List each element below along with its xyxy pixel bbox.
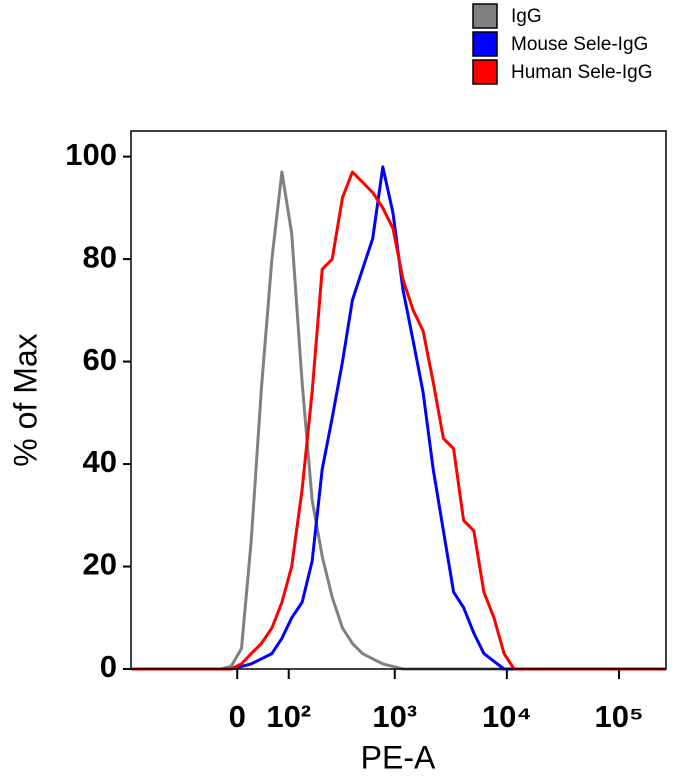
legend-label: IgG: [511, 6, 542, 27]
y-tick-label: 0: [100, 649, 117, 684]
x-tick-label: 10³: [372, 699, 417, 734]
y-tick-label: 80: [83, 239, 117, 274]
x-tick-label: 10⁴: [482, 699, 532, 734]
y-tick-label: 20: [83, 547, 117, 582]
x-tick-label: 10²: [266, 699, 311, 734]
legend-label: Human Sele-IgG: [511, 62, 653, 83]
legend-swatch: [472, 59, 498, 85]
y-tick-label: 40: [83, 444, 117, 479]
series-line: [131, 165, 666, 671]
y-tick-label: 100: [65, 137, 117, 172]
plot-frame: [130, 130, 667, 670]
series-line: [131, 170, 666, 671]
x-tick-label: 10⁵: [595, 699, 644, 734]
legend-swatch: [472, 3, 498, 29]
x-axis-label: PE-A: [361, 739, 436, 775]
legend-swatch: [472, 31, 498, 57]
x-tick-label: 0: [229, 699, 246, 734]
legend-label: Mouse Sele-IgG: [511, 34, 648, 55]
y-tick-label: 60: [83, 342, 117, 377]
y-axis-label: % of Max: [7, 333, 43, 466]
